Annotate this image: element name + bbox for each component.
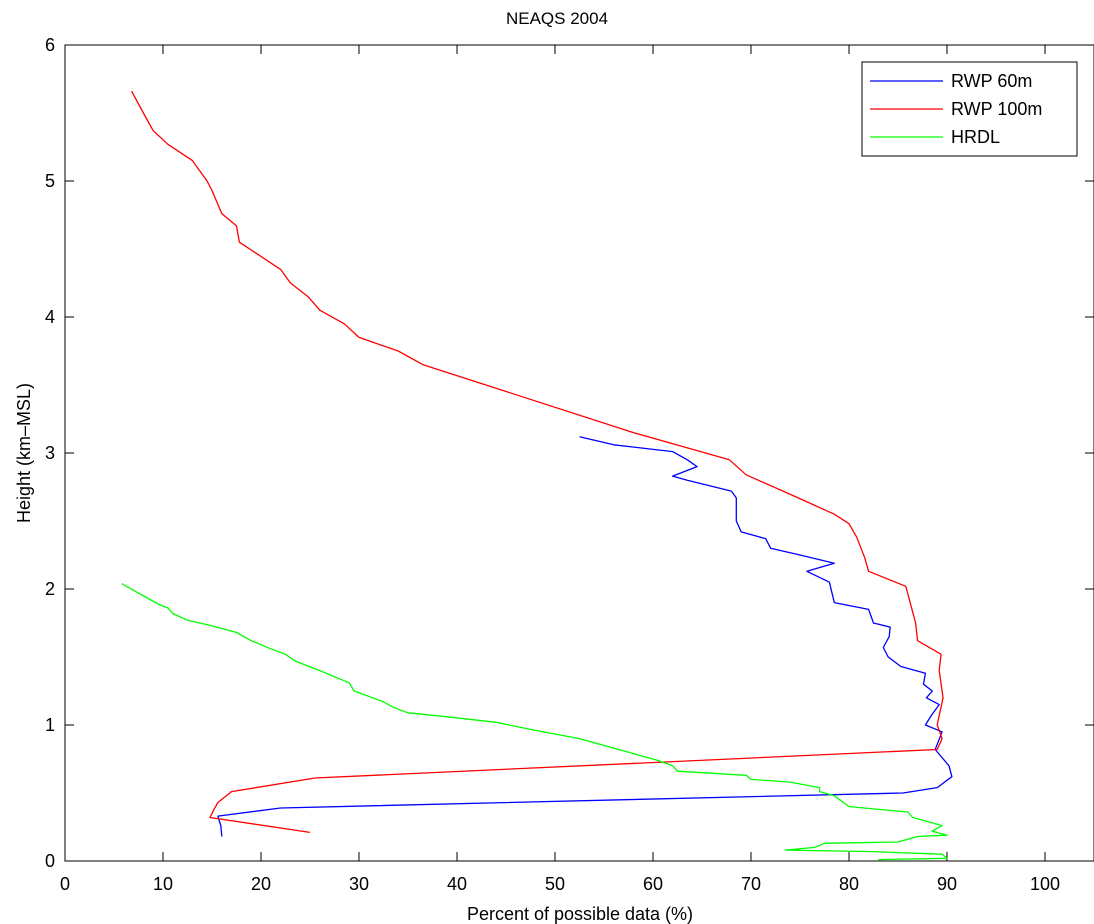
x-axis-title: Percent of possible data (%) [467, 904, 693, 924]
legend-label: RWP 60m [951, 71, 1032, 91]
x-tick-label: 40 [447, 874, 467, 894]
axis-ticks [64, 44, 1094, 862]
x-tick-label: 50 [545, 874, 565, 894]
legend: RWP 60m RWP 100m HRDL [861, 61, 1078, 157]
plot-area-frame [64, 44, 1094, 862]
y-axis-title: Height (km–MSL) [14, 383, 34, 523]
x-tick-label: 100 [1030, 874, 1060, 894]
x-tick-label: 0 [60, 874, 70, 894]
y-tick-label: 3 [45, 443, 55, 463]
y-tick-label: 1 [45, 715, 55, 735]
y-tick-label: 4 [45, 307, 55, 327]
x-tick-label: 30 [349, 874, 369, 894]
series-line-hrdl [121, 583, 948, 861]
x-tick-label: 80 [839, 874, 859, 894]
x-tick-label: 10 [153, 874, 173, 894]
y-axis-tick-labels: 0 1 2 3 4 5 6 [45, 35, 55, 871]
y-tick-label: 0 [45, 851, 55, 871]
y-tick-label: 5 [45, 171, 55, 191]
chart-title: NEAQS 2004 [506, 9, 608, 28]
legend-label: RWP 100m [951, 99, 1042, 119]
x-tick-label: 70 [741, 874, 761, 894]
x-tick-label: 20 [251, 874, 271, 894]
series-line-rwp-60m [217, 436, 953, 837]
x-tick-label: 60 [643, 874, 663, 894]
legend-label: HRDL [951, 127, 1000, 147]
series-lines [121, 90, 953, 861]
y-tick-label: 6 [45, 35, 55, 55]
series-line-rwp-100m [131, 90, 944, 834]
x-axis-tick-labels: 0 10 20 30 40 50 60 70 80 90 100 [60, 874, 1060, 894]
y-tick-label: 2 [45, 579, 55, 599]
x-tick-label: 90 [937, 874, 957, 894]
